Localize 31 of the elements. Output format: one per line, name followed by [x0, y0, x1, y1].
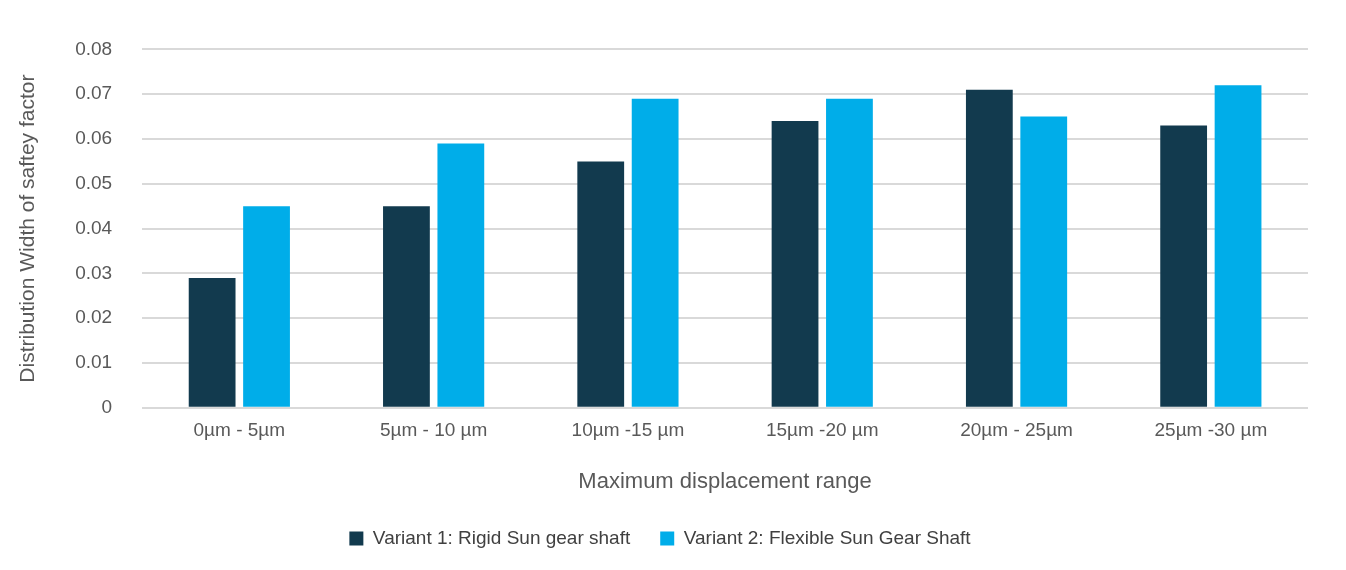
y-tick-label: 0 — [101, 396, 113, 418]
bar — [1160, 125, 1208, 407]
y-tick-label: 0.04 — [75, 216, 113, 238]
x-tick-label: 10µm -15 µm — [571, 419, 685, 441]
x-axis-title: Maximum displacement range — [578, 467, 872, 493]
x-tick-label: 5µm - 10 µm — [379, 419, 488, 441]
x-tick-label: 20µm - 25µm — [960, 419, 1073, 441]
x-tick-label: 15µm -20 µm — [765, 419, 879, 441]
legend-label: Variant 2: Flexible Sun Gear Shaft — [683, 526, 972, 548]
y-tick-label: 0.02 — [75, 306, 113, 328]
bar — [188, 277, 236, 407]
bar — [383, 206, 430, 407]
x-tick-label: 0µm - 5µm — [193, 419, 286, 441]
bar — [243, 206, 290, 407]
y-tick-label: 0.08 — [75, 37, 113, 59]
bar — [965, 89, 1013, 407]
bar — [631, 98, 679, 407]
bar — [1020, 116, 1068, 407]
y-tick-label: 0.05 — [75, 172, 113, 194]
legend-label: Variant 1: Rigid Sun gear shaft — [372, 526, 631, 548]
bar — [1214, 85, 1262, 407]
x-tick-label: 25µm -30 µm — [1154, 419, 1268, 441]
y-tick-label: 0.03 — [75, 261, 113, 283]
y-tick-label: 0.06 — [75, 127, 113, 149]
y-axis-title: Distribution Width of saftey factor — [15, 74, 39, 383]
bar — [771, 121, 819, 407]
bar — [437, 143, 485, 407]
bar — [577, 161, 625, 407]
bar — [826, 98, 873, 407]
y-tick-label: 0.01 — [75, 351, 113, 373]
y-tick-label: 0.07 — [75, 82, 113, 104]
